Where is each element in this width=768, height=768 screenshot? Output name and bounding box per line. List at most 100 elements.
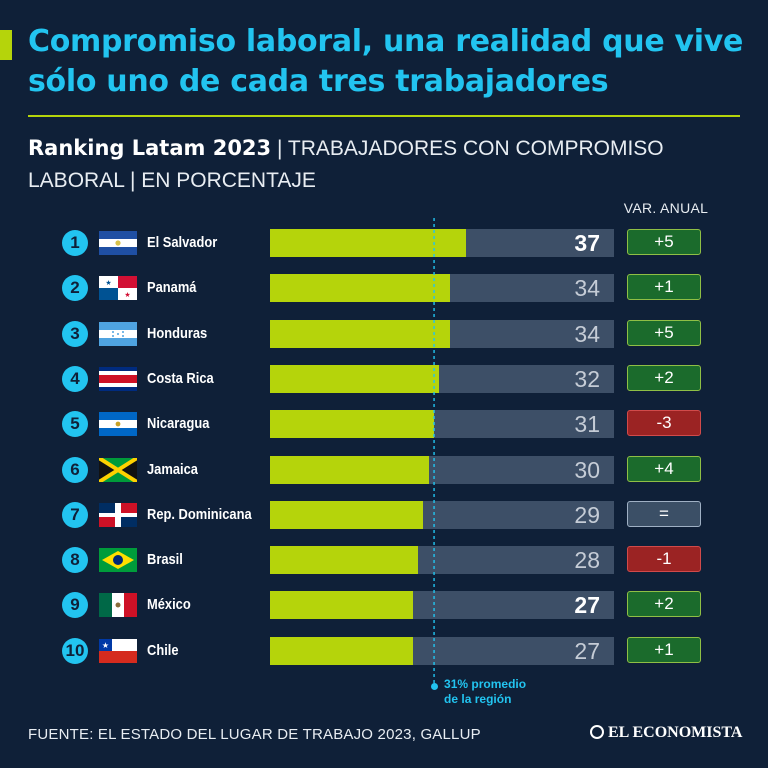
annual-variation-badge: -1 (627, 546, 701, 573)
country-label: Brasil (147, 551, 183, 569)
subtitle-rest-line2: LABORAL (28, 169, 125, 192)
rank-badge: 2 (62, 275, 88, 302)
bar-track (270, 274, 614, 303)
subtitle-sep-2: | (129, 169, 142, 192)
rank-badge: 7 (62, 501, 88, 528)
svg-text:★: ★ (102, 641, 109, 650)
bar (270, 364, 440, 393)
bar-track (270, 410, 614, 439)
value-label: 27 (574, 637, 600, 664)
value-label: 34 (574, 275, 600, 302)
subtitle-sep-1: | (277, 137, 288, 160)
rank-badge: 10 (62, 637, 88, 664)
value-label: 34 (574, 320, 600, 347)
average-marker-dot (430, 683, 438, 690)
rank-badge: 1 (62, 230, 88, 256)
country-label: Jamaica (147, 460, 198, 478)
country-label: El Salvador (147, 234, 218, 251)
subtitle-rest-line1: TRABAJADORES CON COMPROMISO (287, 137, 664, 160)
brand-name: EL ECONOMISTA (608, 724, 743, 741)
ranking-row-mexico: 9 México 27 +2 (0, 591, 768, 620)
average-label-line1: 31% promedio (444, 677, 527, 691)
value-label: 29 (574, 501, 600, 528)
headline: Compromiso laboral, una realidad que viv… (28, 24, 744, 99)
rank-badge: 8 (62, 547, 88, 574)
bar-track (270, 546, 614, 575)
bar (270, 500, 424, 529)
bar-track (270, 636, 614, 665)
bar-track (270, 591, 614, 620)
average-label-line2: de la región (444, 692, 512, 706)
bar-track (270, 319, 614, 348)
value-label: 32 (574, 365, 600, 392)
annual-variation-badge: = (627, 500, 701, 527)
brand-mark-icon (590, 725, 604, 739)
value-label: 27 (574, 592, 600, 619)
country-label: México (147, 596, 191, 614)
honduras-flag-icon (99, 321, 137, 346)
bar (270, 229, 466, 257)
subtitle: Ranking Latam 2023 | TRABAJADORES CON CO… (28, 132, 748, 197)
rank-badge: 3 (62, 320, 88, 347)
ranking-row-el-salvador: 1 El Salvador 37 +5 (0, 229, 768, 257)
chile-flag-icon: ★ (99, 638, 137, 663)
ranking-row-chile: 10 ★ Chile 27 +1 (0, 636, 768, 665)
country-label: Chile (147, 641, 179, 659)
value-label: 37 (574, 230, 600, 256)
country-label: Panamá (147, 279, 197, 297)
annual-variation-badge: +5 (627, 319, 701, 346)
bar-track (270, 500, 614, 529)
annual-variation-badge: -3 (627, 410, 701, 437)
costa-rica-flag-icon (99, 366, 137, 391)
ranking-row-panama: 2 ★ ★ Panamá 34 +1 (0, 274, 768, 303)
annual-variation-badge: +2 (627, 591, 701, 618)
mexico-flag-icon (99, 593, 137, 618)
bar (270, 319, 450, 348)
annual-variation-badge: +5 (627, 229, 701, 255)
subtitle-strong: Ranking Latam 2023 (28, 136, 272, 160)
average-label: 31% promedio de la región (444, 677, 526, 707)
dominican-republic-flag-icon (99, 502, 137, 527)
ranking-row-costa-rica: 4 Costa Rica 32 +2 (0, 364, 768, 393)
nicaragua-flag-icon (99, 412, 137, 437)
subtitle-unit: EN PORCENTAJE (141, 169, 316, 192)
brazil-flag-icon (99, 548, 137, 573)
var-header: VAR. ANUAL (623, 200, 709, 216)
bar (270, 546, 419, 575)
country-label: Costa Rica (147, 369, 214, 387)
annual-variation-badge: +1 (627, 274, 701, 301)
annual-variation-badge: +2 (627, 364, 701, 391)
jamaica-flag-icon (99, 457, 137, 482)
value-label: 28 (574, 547, 600, 574)
svg-text:★: ★ (105, 279, 111, 287)
bar (270, 274, 450, 303)
ranking-row-nicaragua: 5 Nicaragua 31 -3 (0, 410, 768, 439)
rank-badge: 4 (62, 365, 88, 392)
bar (270, 410, 435, 439)
annual-variation-badge: +1 (627, 636, 701, 663)
bar (270, 455, 429, 484)
bar-track (270, 364, 614, 393)
bar (270, 636, 413, 665)
rank-badge: 6 (62, 456, 88, 483)
brand-logo: EL ECONOMISTA (590, 724, 742, 742)
ranking-row-rep-dominicana: 7 Rep. Dominicana 29 = (0, 500, 768, 529)
ranking-row-jamaica: 6 Jamaica 30 +4 (0, 455, 768, 484)
value-label: 31 (574, 411, 600, 438)
ranking-row-honduras: 3 Honduras 34 +5 (0, 319, 768, 348)
country-label: Nicaragua (147, 415, 210, 433)
annual-variation-badge: +4 (627, 455, 701, 482)
accent-bar (0, 30, 12, 60)
ranking-row-brasil: 8 Brasil 28 -1 (0, 546, 768, 575)
rank-badge: 5 (62, 411, 88, 438)
panama-flag-icon: ★★ (99, 276, 137, 301)
rank-badge: 9 (62, 592, 88, 619)
bar-track (270, 455, 614, 484)
bar-track (270, 229, 614, 257)
bar (270, 591, 413, 620)
svg-text:★: ★ (124, 291, 130, 299)
source-note: FUENTE: EL ESTADO DEL LUGAR DE TRABAJO 2… (28, 726, 481, 743)
value-label: 30 (574, 456, 600, 483)
headline-rule (28, 115, 740, 117)
